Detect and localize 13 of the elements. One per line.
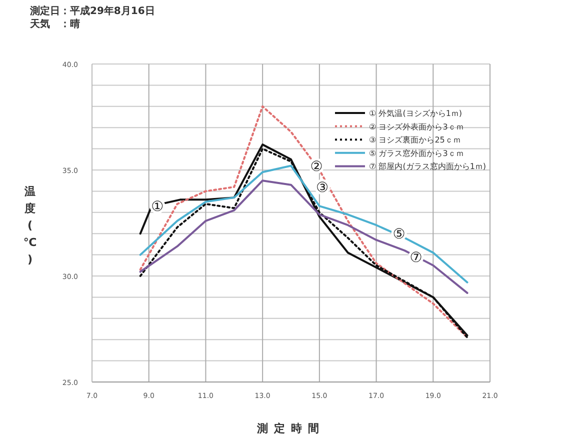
chart-subtitle: 天気 ：晴	[29, 18, 80, 30]
chart-title: 測定日：平成29年8月16日	[29, 5, 155, 17]
annotation: ②	[310, 158, 323, 175]
line-series	[139, 180, 468, 294]
x-axis-title: 測定時間	[256, 422, 325, 435]
legend-label: ⑦ 部屋内(ガラス窓内面から1ｍ)	[369, 162, 486, 172]
legend-label: ③ ヨシズ裏面から25ｃｍ	[369, 136, 461, 145]
y-axis-title: 温度(℃)	[23, 185, 37, 266]
legend-label: ⑤ ガラス窓外面から3ｃｍ	[369, 148, 464, 158]
annotation: ③	[316, 180, 329, 196]
line-series	[139, 105, 468, 338]
legend-label: ① 外気温(ヨシズから1ｍ)	[369, 109, 462, 118]
legend-label: ② ヨシズ外表面から3ｃｍ	[369, 122, 464, 132]
